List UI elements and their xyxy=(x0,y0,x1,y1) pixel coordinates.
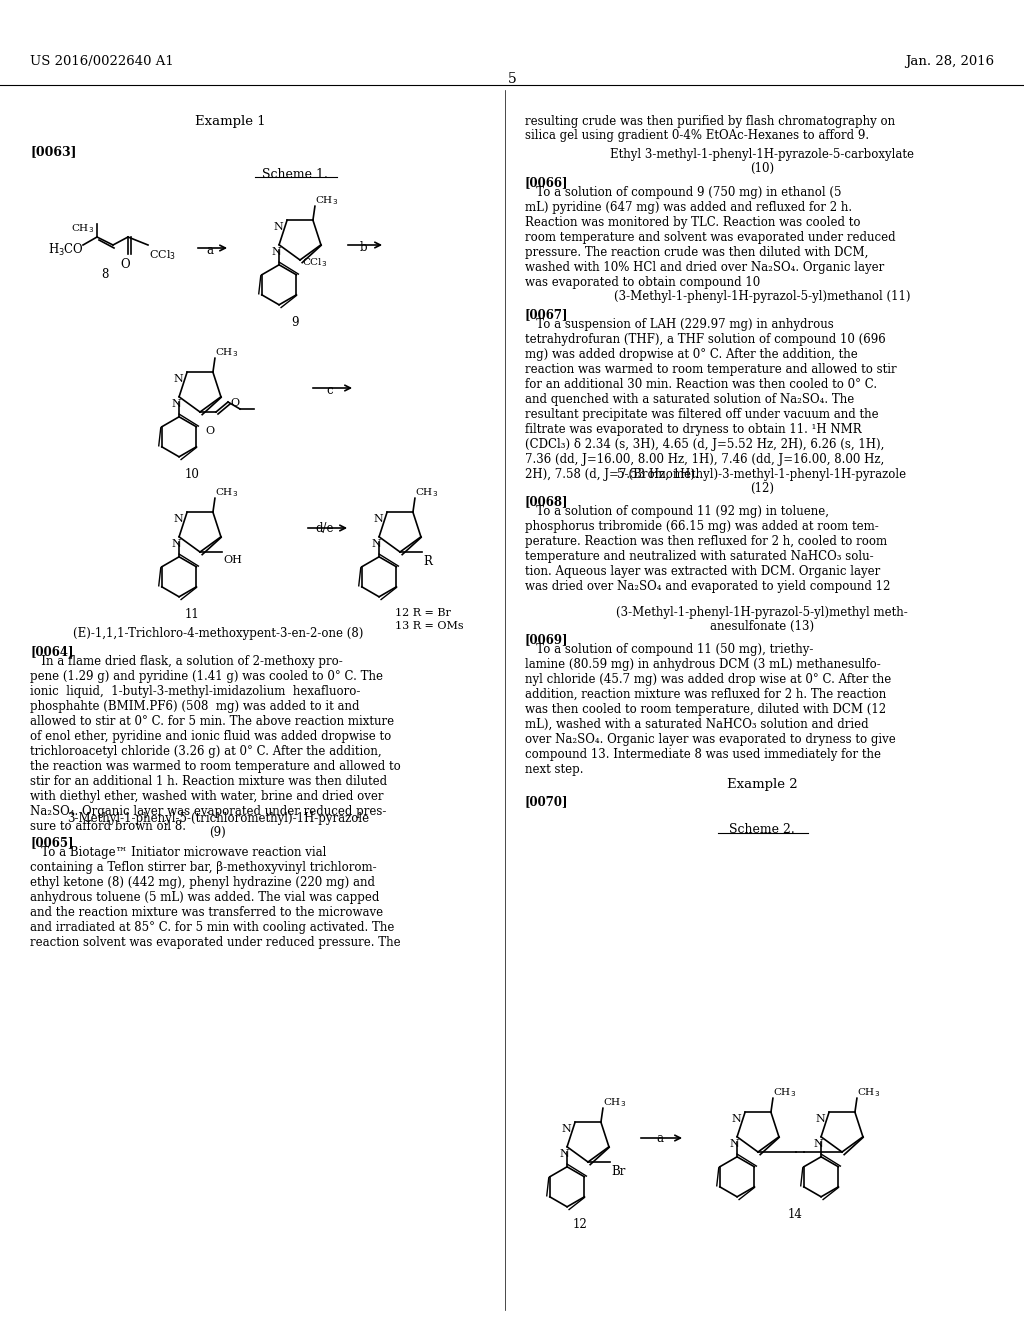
Text: 9: 9 xyxy=(291,315,299,329)
Text: Example 2: Example 2 xyxy=(727,777,798,791)
Text: N: N xyxy=(173,515,183,524)
Text: 8: 8 xyxy=(101,268,109,281)
Text: d/e: d/e xyxy=(315,521,334,535)
Text: O: O xyxy=(230,399,240,408)
Text: N: N xyxy=(273,222,283,232)
Text: In a flame dried flask, a solution of 2-methoxy pro-
pene (1.29 g) and pyridine : In a flame dried flask, a solution of 2-… xyxy=(30,655,400,833)
Text: 14: 14 xyxy=(787,1208,803,1221)
Text: Scheme 2.: Scheme 2. xyxy=(729,822,795,836)
Text: O: O xyxy=(120,257,130,271)
Text: N: N xyxy=(271,247,281,257)
Text: 13 R = OMs: 13 R = OMs xyxy=(395,620,464,631)
Text: CH$_3$: CH$_3$ xyxy=(857,1086,880,1100)
Text: 12: 12 xyxy=(572,1218,588,1232)
Text: CH$_3$: CH$_3$ xyxy=(315,194,338,207)
Text: N: N xyxy=(171,399,181,409)
Text: CH$_3$: CH$_3$ xyxy=(215,486,239,499)
Text: (9): (9) xyxy=(210,826,226,840)
Text: 5: 5 xyxy=(508,73,516,86)
Text: (3-Methyl-1-phenyl-1H-pyrazol-5-yl)methyl meth-: (3-Methyl-1-phenyl-1H-pyrazol-5-yl)methy… xyxy=(616,606,908,619)
Text: Scheme 1.: Scheme 1. xyxy=(262,168,328,181)
Text: 3-Methyl-1-phenyl-5-(trichloromethyl)-1H-pyrazole: 3-Methyl-1-phenyl-5-(trichloromethyl)-1H… xyxy=(67,812,369,825)
Text: (E)-1,1,1-Trichloro-4-methoxypent-3-en-2-one (8): (E)-1,1,1-Trichloro-4-methoxypent-3-en-2… xyxy=(73,627,364,640)
Text: CH$_3$: CH$_3$ xyxy=(215,346,239,359)
Text: N: N xyxy=(729,1139,739,1148)
Text: Br: Br xyxy=(611,1166,626,1177)
Text: N: N xyxy=(173,374,183,384)
Text: To a Biotage™ Initiator microwave reaction vial
containing a Teflon stirrer bar,: To a Biotage™ Initiator microwave reacti… xyxy=(30,846,400,949)
Text: To a solution of compound 11 (50 mg), triethy-
lamine (80.59 mg) in anhydrous DC: To a solution of compound 11 (50 mg), tr… xyxy=(525,643,896,776)
Text: N: N xyxy=(731,1114,740,1125)
Text: b: b xyxy=(359,242,367,253)
Text: CH$_3$: CH$_3$ xyxy=(603,1096,626,1109)
Text: (12): (12) xyxy=(750,482,774,495)
Text: N: N xyxy=(171,539,181,549)
Text: N: N xyxy=(373,515,383,524)
Text: Ethyl 3-methyl-1-phenyl-1H-pyrazole-5-carboxylate: Ethyl 3-methyl-1-phenyl-1H-pyrazole-5-ca… xyxy=(610,148,914,161)
Text: OH: OH xyxy=(223,554,242,565)
Text: c: c xyxy=(327,384,334,397)
Text: To a solution of compound 9 (750 mg) in ethanol (5
mL) pyridine (647 mg) was add: To a solution of compound 9 (750 mg) in … xyxy=(525,186,896,289)
Text: To a suspension of LAH (229.97 mg) in anhydrous
tetrahydrofuran (THF), a THF sol: To a suspension of LAH (229.97 mg) in an… xyxy=(525,318,897,480)
Text: [0064]: [0064] xyxy=(30,645,74,657)
Text: (10): (10) xyxy=(750,162,774,176)
Text: N: N xyxy=(371,539,381,549)
Text: To a solution of compound 11 (92 mg) in toluene,
phosphorus tribromide (66.15 mg: To a solution of compound 11 (92 mg) in … xyxy=(525,506,891,593)
Text: 10: 10 xyxy=(184,469,200,480)
Text: 12 R = Br: 12 R = Br xyxy=(395,609,451,618)
Text: [0070]: [0070] xyxy=(525,795,568,808)
Text: silica gel using gradient 0-4% EtOAc-Hexanes to afford 9.: silica gel using gradient 0-4% EtOAc-Hex… xyxy=(525,129,869,143)
Text: (3-Methyl-1-phenyl-1H-pyrazol-5-yl)methanol (11): (3-Methyl-1-phenyl-1H-pyrazol-5-yl)metha… xyxy=(613,290,910,304)
Text: [0069]: [0069] xyxy=(525,634,568,645)
Text: Example 1: Example 1 xyxy=(195,115,265,128)
Text: O: O xyxy=(206,426,215,436)
Text: N: N xyxy=(815,1114,824,1125)
Text: R: R xyxy=(423,554,432,568)
Text: a: a xyxy=(207,244,213,257)
Text: resulting crude was then purified by flash chromatography on: resulting crude was then purified by fla… xyxy=(525,115,895,128)
Text: [0066]: [0066] xyxy=(525,176,568,189)
Text: Jan. 28, 2016: Jan. 28, 2016 xyxy=(905,55,994,69)
Text: CCl$_3$: CCl$_3$ xyxy=(302,256,328,269)
Text: a: a xyxy=(656,1133,664,1144)
Text: H$_3$CO: H$_3$CO xyxy=(48,242,84,259)
Text: N: N xyxy=(813,1139,823,1148)
Text: N: N xyxy=(561,1125,570,1134)
Text: anesulfonate (13): anesulfonate (13) xyxy=(710,620,814,634)
Text: CH$_3$: CH$_3$ xyxy=(71,222,94,235)
Text: CH$_3$: CH$_3$ xyxy=(773,1086,796,1100)
Text: N: N xyxy=(559,1148,568,1159)
Text: 5-(Bromomethyl)-3-methyl-1-phenyl-1H-pyrazole: 5-(Bromomethyl)-3-methyl-1-phenyl-1H-pyr… xyxy=(617,469,906,480)
Text: [0063]: [0063] xyxy=(30,145,77,158)
Text: CCl$_3$: CCl$_3$ xyxy=(150,248,176,261)
Text: [0065]: [0065] xyxy=(30,836,74,849)
Text: US 2016/0022640 A1: US 2016/0022640 A1 xyxy=(30,55,174,69)
Text: [0067]: [0067] xyxy=(525,308,568,321)
Text: [0068]: [0068] xyxy=(525,495,568,508)
Text: CH$_3$: CH$_3$ xyxy=(415,486,438,499)
Text: 11: 11 xyxy=(184,609,200,620)
